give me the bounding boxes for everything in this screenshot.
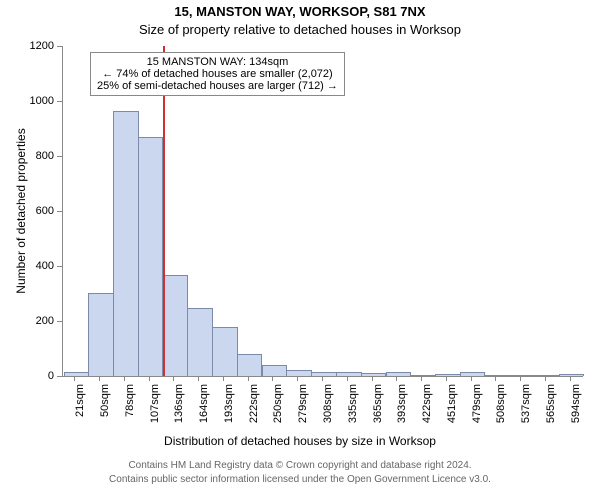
footer-line1: Contains HM Land Registry data © Crown c… xyxy=(0,460,600,471)
histogram-bar xyxy=(534,375,560,376)
histogram-bar xyxy=(410,375,436,376)
ytick-mark xyxy=(57,46,62,47)
xtick-mark xyxy=(173,376,174,381)
xtick-mark xyxy=(124,376,125,381)
xtick-mark xyxy=(74,376,75,381)
xtick-label: 393sqm xyxy=(396,384,408,434)
histogram-bar xyxy=(237,354,263,376)
histogram-bar xyxy=(509,375,535,376)
xtick-label: 537sqm xyxy=(520,384,532,434)
xtick-mark xyxy=(198,376,199,381)
chart-container: { "title": "15, MANSTON WAY, WORKSOP, S8… xyxy=(0,0,600,500)
xtick-mark xyxy=(223,376,224,381)
xtick-mark xyxy=(396,376,397,381)
annotation-line2: ← 74% of detached houses are smaller (2,… xyxy=(97,68,338,80)
chart-title: 15, MANSTON WAY, WORKSOP, S81 7NX xyxy=(0,4,600,19)
xtick-label: 193sqm xyxy=(223,384,235,434)
histogram-bar xyxy=(163,275,189,376)
histogram-bar xyxy=(460,372,486,376)
xtick-label: 335sqm xyxy=(347,384,359,434)
xtick-label: 508sqm xyxy=(495,384,507,434)
xtick-mark xyxy=(495,376,496,381)
histogram-bar xyxy=(336,372,362,376)
xtick-label: 479sqm xyxy=(471,384,483,434)
xtick-mark xyxy=(446,376,447,381)
histogram-bar xyxy=(559,374,585,376)
xtick-mark xyxy=(570,376,571,381)
xtick-mark xyxy=(149,376,150,381)
xtick-mark xyxy=(471,376,472,381)
histogram-bar xyxy=(286,370,312,376)
xtick-label: 594sqm xyxy=(570,384,582,434)
annotation-line3: 25% of semi-detached houses are larger (… xyxy=(97,80,338,92)
histogram-bar xyxy=(64,372,90,376)
xtick-label: 21sqm xyxy=(74,384,86,434)
ytick-label: 600 xyxy=(0,205,54,217)
histogram-bar xyxy=(187,308,213,376)
xtick-label: 451sqm xyxy=(446,384,458,434)
xtick-mark xyxy=(297,376,298,381)
xtick-mark xyxy=(421,376,422,381)
xtick-mark xyxy=(520,376,521,381)
xtick-mark xyxy=(248,376,249,381)
annotation-line1: 15 MANSTON WAY: 134sqm xyxy=(97,56,338,68)
xtick-mark xyxy=(99,376,100,381)
xtick-label: 365sqm xyxy=(372,384,384,434)
x-axis-label: Distribution of detached houses by size … xyxy=(0,434,600,448)
histogram-bar xyxy=(262,365,288,376)
ytick-label: 1200 xyxy=(0,40,54,52)
annotation-box: 15 MANSTON WAY: 134sqm ← 74% of detached… xyxy=(90,52,345,96)
histogram-bar xyxy=(212,327,238,376)
xtick-label: 250sqm xyxy=(272,384,284,434)
xtick-label: 222sqm xyxy=(248,384,260,434)
xtick-mark xyxy=(545,376,546,381)
xtick-label: 279sqm xyxy=(297,384,309,434)
histogram-bar xyxy=(113,111,139,376)
xtick-mark xyxy=(272,376,273,381)
xtick-label: 422sqm xyxy=(421,384,433,434)
ytick-label: 200 xyxy=(0,315,54,327)
ytick-label: 0 xyxy=(0,370,54,382)
xtick-mark xyxy=(322,376,323,381)
histogram-bar xyxy=(361,373,387,376)
histogram-bar xyxy=(485,375,511,376)
ytick-mark xyxy=(57,101,62,102)
ytick-mark xyxy=(57,266,62,267)
xtick-label: 78sqm xyxy=(124,384,136,434)
ytick-mark xyxy=(57,376,62,377)
xtick-label: 565sqm xyxy=(545,384,557,434)
ytick-mark xyxy=(57,321,62,322)
ytick-mark xyxy=(57,156,62,157)
histogram-bar xyxy=(311,372,337,376)
ytick-label: 1000 xyxy=(0,95,54,107)
histogram-bar xyxy=(435,374,461,376)
ytick-label: 800 xyxy=(0,150,54,162)
chart-subtitle: Size of property relative to detached ho… xyxy=(0,22,600,37)
xtick-label: 107sqm xyxy=(149,384,161,434)
xtick-label: 164sqm xyxy=(198,384,210,434)
ytick-label: 400 xyxy=(0,260,54,272)
xtick-label: 136sqm xyxy=(173,384,185,434)
xtick-label: 308sqm xyxy=(322,384,334,434)
xtick-mark xyxy=(347,376,348,381)
footer-line2: Contains public sector information licen… xyxy=(0,474,600,485)
xtick-mark xyxy=(372,376,373,381)
ytick-mark xyxy=(57,211,62,212)
histogram-bar xyxy=(88,293,114,377)
histogram-bar xyxy=(386,372,412,376)
xtick-label: 50sqm xyxy=(99,384,111,434)
histogram-bar xyxy=(138,137,164,376)
